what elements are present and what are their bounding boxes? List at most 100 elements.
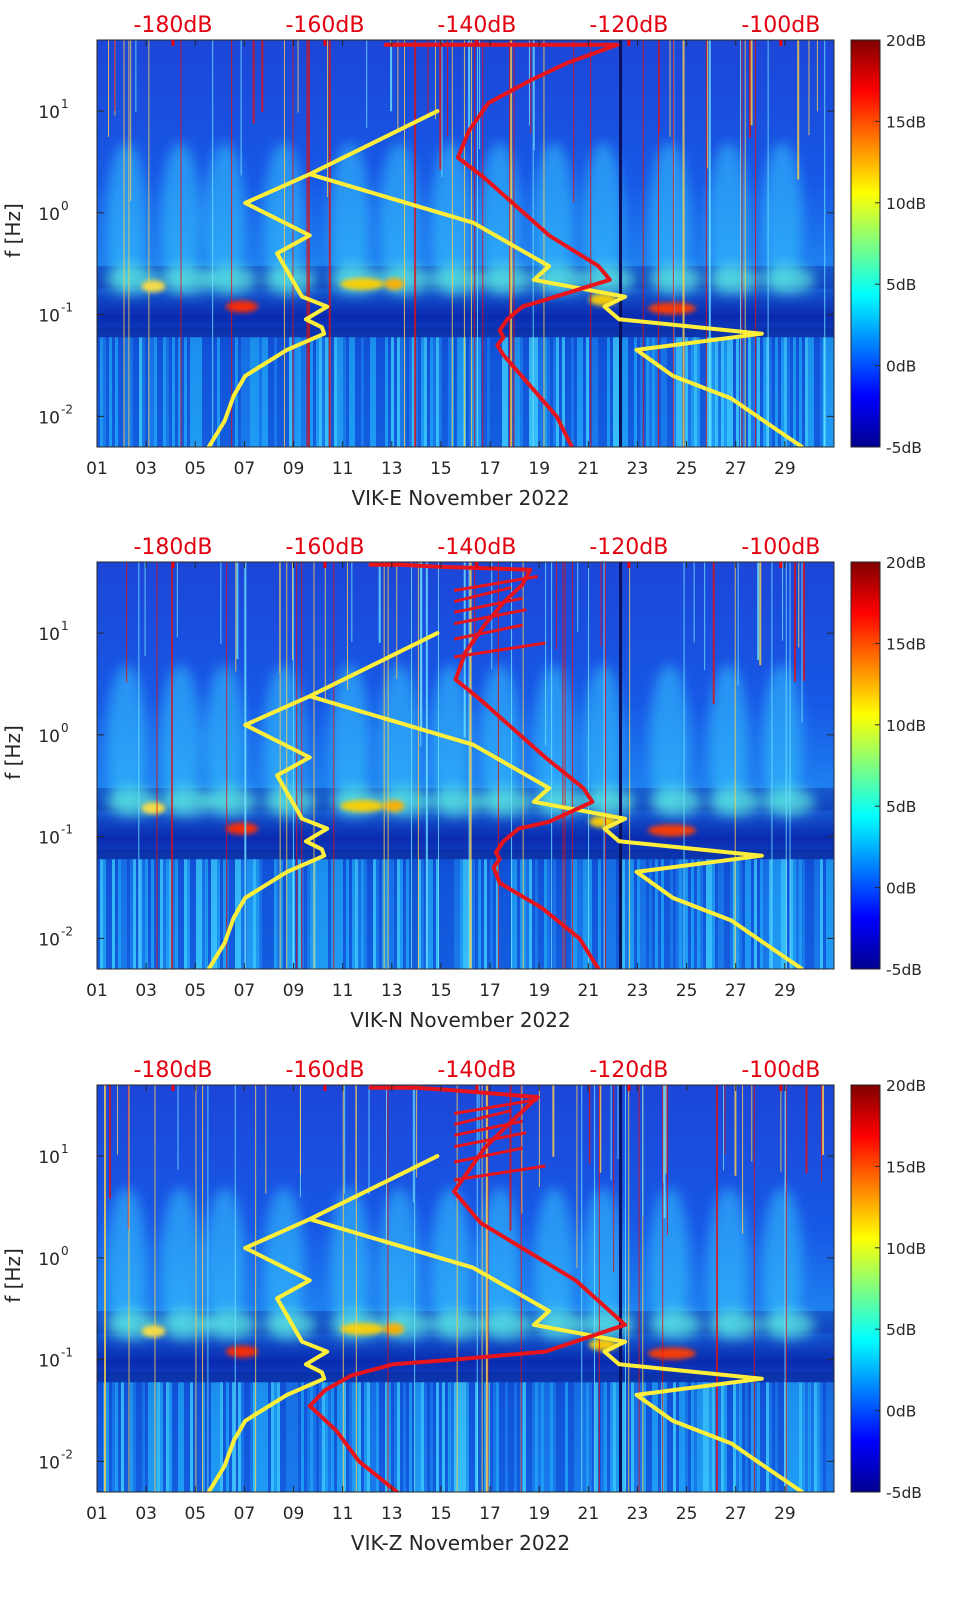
db-tick-label: -160dB: [285, 535, 364, 560]
x-axis-title: VIK-Z November 2022: [351, 1531, 570, 1555]
plume-core: [160, 787, 213, 816]
spectrogram-stripe: [541, 337, 544, 447]
spectrogram-stripe: [577, 859, 580, 969]
spectrogram-stripe: [406, 859, 409, 969]
spectrogram-stripe: [286, 337, 289, 447]
plume: [533, 1187, 574, 1338]
spectrogram-stripe: [706, 1382, 709, 1492]
spectrogram-stripe: [676, 1382, 679, 1492]
spectrogram-stripe: [418, 1382, 421, 1492]
spectrogram-stripe: [604, 337, 607, 447]
plume: [708, 1187, 749, 1338]
spectrogram-stripe: [433, 1382, 436, 1492]
spectrogram-stripe: [457, 859, 460, 969]
spectrogram-stripe: [226, 337, 229, 447]
spectrogram-stripe: [826, 337, 829, 447]
spectrogram-stripe: [808, 337, 811, 447]
spectrogram-stripe: [205, 1382, 208, 1492]
x-axis-title: VIK-E November 2022: [351, 486, 569, 510]
spectrogram: [97, 40, 834, 447]
spectrogram-stripe: [646, 1382, 649, 1492]
spectrogram-stripe: [139, 859, 142, 969]
spectrogram-stripe: [634, 337, 637, 447]
spectrogram: [97, 562, 834, 969]
x-tick-label: 17: [479, 981, 501, 1001]
spectrogram-stripe: [208, 1382, 211, 1492]
y-tick-label: 10: [38, 408, 60, 428]
x-tick-label: 29: [774, 1504, 796, 1524]
spectrogram-stripe: [658, 1382, 661, 1492]
spectrogram-stripe: [259, 1382, 262, 1492]
spectrogram-stripe: [724, 1382, 727, 1492]
spectrogram-stripe: [769, 337, 772, 447]
x-tick-label: 29: [774, 459, 796, 479]
spectrogram-stripe: [346, 859, 349, 969]
spectrogram-stripe: [385, 859, 388, 969]
spectrogram-stripe: [832, 1382, 834, 1492]
x-tick-label: 17: [479, 459, 501, 479]
colorbar-label: 15dB: [886, 635, 926, 653]
colorbar-gradient: [850, 561, 881, 970]
yellow-curve: [206, 109, 805, 447]
spectrogram-stripe: [757, 859, 760, 969]
spectrogram-stripe: [112, 1382, 115, 1492]
red-spike: [453, 1131, 527, 1149]
spectrogram-stripe: [694, 859, 697, 969]
spectrogram-stripe: [757, 337, 760, 447]
spectrogram-stripe: [469, 337, 472, 447]
plume-core: [708, 265, 761, 294]
spectrogram-stripe: [223, 1382, 226, 1492]
spectrogram-stripe: [166, 337, 169, 447]
spectrogram-stripe: [97, 337, 100, 447]
red-spikes: [453, 575, 546, 659]
spectrogram-stripe: [766, 337, 769, 447]
spectrogram-stripe: [571, 337, 574, 447]
plume: [160, 664, 201, 815]
spectrogram-stripe: [517, 859, 520, 969]
spectrogram-stripe: [577, 337, 580, 447]
spectrogram-stripe: [223, 859, 226, 969]
plume-core: [379, 265, 432, 294]
spectrogram-stripe: [217, 337, 220, 447]
spectrogram-stripe: [157, 1382, 160, 1492]
spectrogram-stripe: [517, 337, 520, 447]
spectrogram-stripe: [151, 859, 154, 969]
spectrogram-stripe: [439, 1382, 442, 1492]
spectrogram-stripe: [157, 337, 160, 447]
red-spike: [453, 586, 512, 604]
spectrogram-stripe: [262, 1382, 265, 1492]
spectrogram-stripe: [817, 337, 820, 447]
spectrogram-stripe: [175, 1382, 178, 1492]
spectrogram-stripe: [448, 1382, 451, 1492]
spectrogram-stripe: [631, 337, 634, 447]
y-tick-exponent: -1: [61, 823, 73, 837]
spectrogram-stripe: [559, 337, 562, 447]
x-tick-label: 05: [184, 981, 206, 1001]
spectrogram-stripe: [664, 337, 667, 447]
spectrogram-stripe: [808, 1382, 811, 1492]
spectrogram-stripe: [379, 1382, 382, 1492]
colorbar-label: 5dB: [886, 276, 916, 294]
spectrogram-stripe: [376, 859, 379, 969]
y-tick-exponent: 0: [61, 199, 69, 213]
spectrogram-stripe: [403, 859, 406, 969]
hotspot: [141, 802, 166, 815]
spectrogram-stripe: [697, 337, 700, 447]
spectrogram-stripe: [682, 859, 685, 969]
spectrogram-stripe: [124, 1382, 127, 1492]
spectrogram-stripe: [178, 1382, 181, 1492]
x-tick-label: 01: [86, 1504, 108, 1524]
colorbar-label: 20dB: [886, 32, 926, 50]
spectrogram-stripe: [142, 859, 145, 969]
spectrogram-stripe: [310, 1382, 313, 1492]
spectrogram-stripe: [811, 337, 814, 447]
spectrogram-stripe: [673, 1382, 676, 1492]
spectrogram-stripe: [493, 859, 496, 969]
spectrogram-stripe: [316, 859, 319, 969]
spectrogram-stripe: [475, 337, 478, 447]
spectrogram-stripe: [334, 1382, 337, 1492]
spectrogram-stripe: [391, 859, 394, 969]
spectrogram-stripe: [829, 337, 832, 447]
spectrogram-stripe: [427, 859, 430, 969]
colorbar-label: 15dB: [886, 1158, 926, 1176]
